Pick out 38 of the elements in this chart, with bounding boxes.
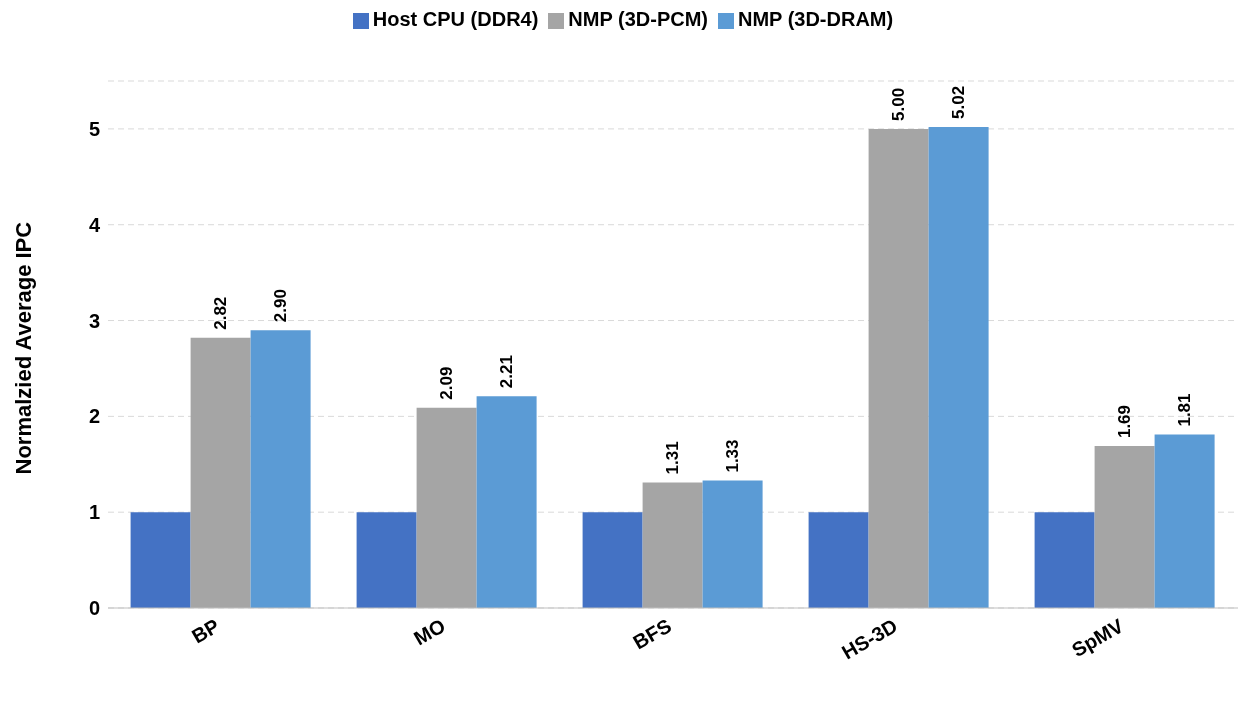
data-label: 5.00 [889,87,909,121]
y-axis-title: Normalzied Average IPC [10,221,36,475]
data-label: 1.33 [723,439,743,473]
y-tick-label: 3 [88,309,100,332]
bar [582,512,643,608]
bar [416,407,477,608]
y-tick-label: 4 [88,213,101,236]
bar [868,128,929,608]
y-tick-label: 0 [88,597,100,620]
bar [356,512,417,608]
bar [130,512,191,608]
data-label: 2.21 [497,355,517,389]
data-label: 2.90 [271,289,291,323]
bar [250,330,311,608]
bar [1154,434,1215,608]
bar [1034,512,1095,608]
legend-label: Host CPU (DDR4) [372,8,539,30]
data-label: 2.82 [211,296,231,330]
y-tick-label: 2 [88,405,100,428]
bar [702,480,763,608]
x-tick-label: BP [187,614,223,648]
x-tick-label: MO [410,614,449,650]
data-label: 5.02 [949,85,969,119]
data-label: 1.81 [1175,393,1195,427]
bar [476,396,537,608]
y-tick-label: 5 [88,118,100,141]
bar [190,337,251,608]
bar [808,512,869,608]
data-label: 2.09 [437,366,457,400]
data-label: 1.69 [1115,404,1135,439]
legend-label: NMP (3D-DRAM) [738,8,894,30]
legend-label: NMP (3D-PCM) [568,8,708,30]
bar [928,126,989,608]
bar [1094,446,1155,608]
bar [642,482,703,608]
x-tick-label: BFS [629,614,675,654]
data-label: 1.31 [663,441,683,475]
y-tick-label: 1 [88,501,100,524]
